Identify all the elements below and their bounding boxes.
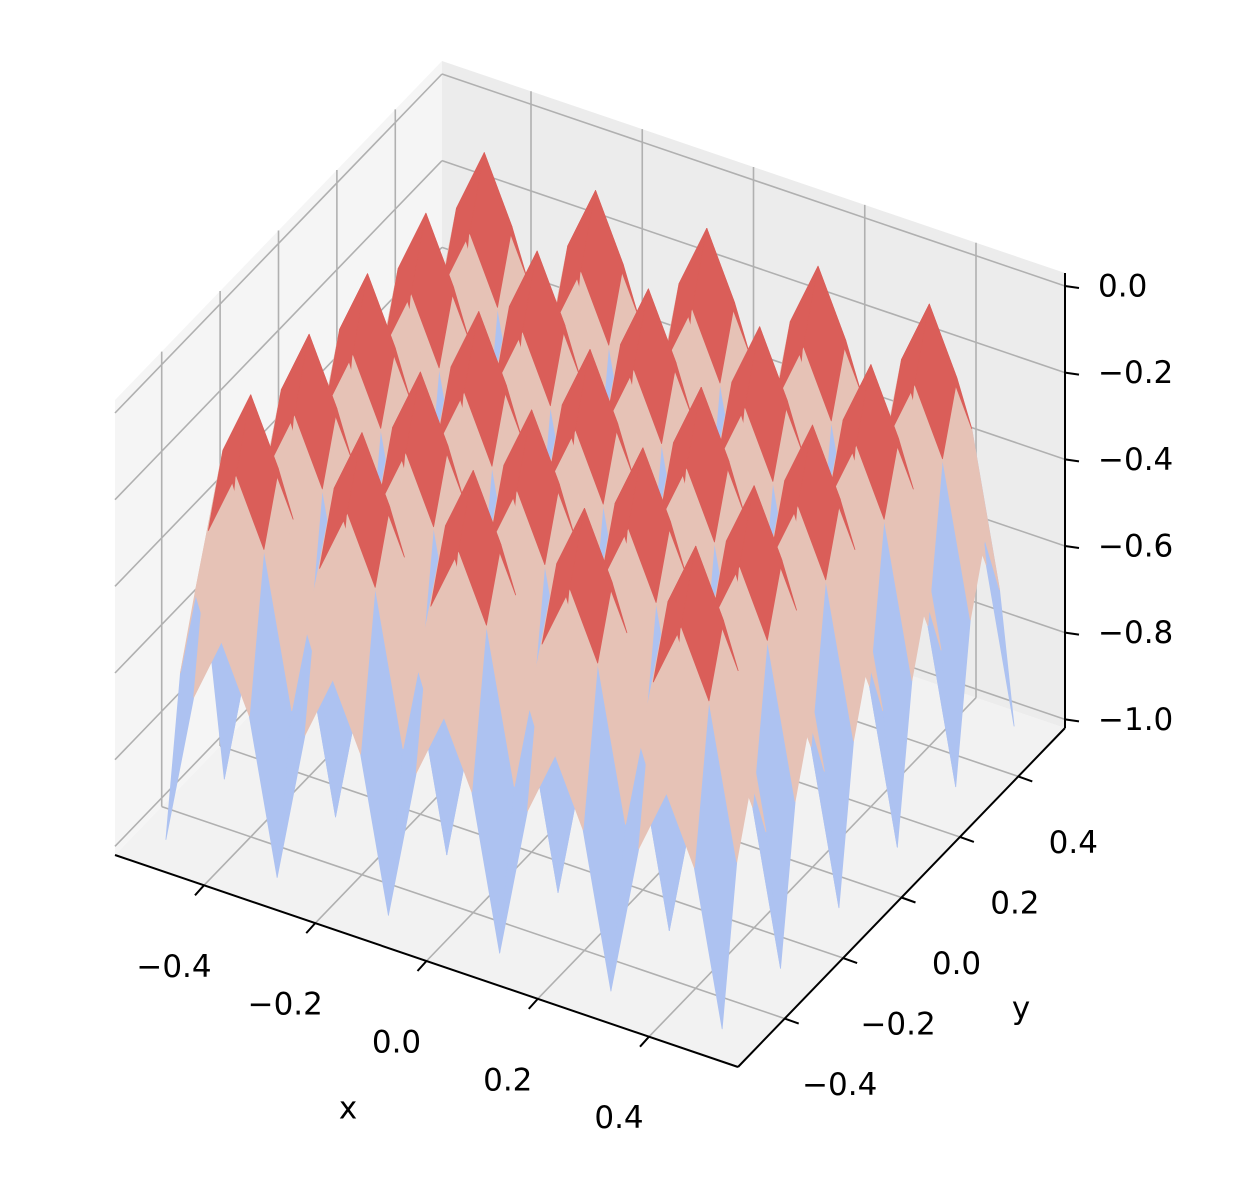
y-tick <box>842 957 858 964</box>
x-tick-label: −0.4 <box>136 949 211 985</box>
z-tick-label: −0.8 <box>1098 615 1173 651</box>
z-tick-label: −0.6 <box>1098 529 1173 565</box>
x-tick-label: 0.2 <box>483 1062 532 1098</box>
surface-face <box>633 288 677 444</box>
z-tick <box>1064 458 1080 463</box>
z-tick <box>1064 371 1080 376</box>
surface-face <box>458 470 502 626</box>
y-tick-label: −0.2 <box>860 1007 935 1043</box>
z-tick-label: −1.0 <box>1098 702 1173 738</box>
x-tick-label: 0.0 <box>372 1025 421 1061</box>
surface-face <box>405 371 449 528</box>
y-tick-label: 0.4 <box>1049 825 1098 861</box>
x-tick-label: 0.4 <box>594 1100 643 1136</box>
grid-line <box>114 73 443 414</box>
surface-face <box>346 432 391 588</box>
z-tick <box>1064 285 1080 289</box>
z-tick-label: 0.0 <box>1098 269 1147 305</box>
surface-face <box>914 303 958 460</box>
grid-line <box>161 805 785 1020</box>
y-tick-label: −0.4 <box>802 1067 877 1103</box>
z-tick <box>1064 631 1080 636</box>
surface-face <box>739 485 783 641</box>
x-tick <box>305 922 316 934</box>
surface-face <box>294 333 338 490</box>
grid-line <box>219 745 844 959</box>
x-tick-label: −0.2 <box>248 987 323 1023</box>
y-axis-line <box>737 727 1066 1068</box>
surface-face <box>463 311 507 467</box>
grid-line <box>441 159 1066 374</box>
surface-face <box>855 364 900 520</box>
surface-face <box>235 394 279 550</box>
x-tick <box>639 1036 650 1048</box>
surface <box>165 152 1015 1030</box>
surface-face <box>680 545 724 702</box>
surface-face <box>691 228 735 384</box>
x-tick <box>528 998 539 1010</box>
surface-face <box>569 508 613 664</box>
x-tick <box>416 960 428 972</box>
surface-face <box>352 273 396 429</box>
surface-face <box>469 152 513 308</box>
z-tick-label: −0.4 <box>1098 442 1173 478</box>
surface-face <box>410 212 455 369</box>
grid-line <box>114 160 443 501</box>
surface-face <box>686 386 730 543</box>
surface-face <box>627 447 672 603</box>
y-tick <box>901 896 916 904</box>
surface-face <box>516 409 560 566</box>
z-tick-label: −0.2 <box>1098 355 1173 391</box>
surface-face <box>744 326 788 482</box>
grid-line <box>441 73 1066 287</box>
z-tick <box>1064 718 1080 723</box>
surface-face <box>522 250 566 407</box>
surface-face <box>797 424 841 581</box>
surface-face <box>575 349 619 505</box>
axes: −0.4−0.20.00.20.4−0.4−0.20.00.20.4−1.0−0… <box>114 269 1173 1136</box>
z-tick <box>1064 545 1080 549</box>
x-axis-line <box>114 854 739 1068</box>
y-tick <box>1017 775 1033 783</box>
x-axis-label: x <box>339 1091 357 1127</box>
y-axis-label: y <box>1012 991 1030 1027</box>
y-tick <box>784 1017 800 1025</box>
surface-face <box>803 265 847 422</box>
surface-face <box>580 190 624 346</box>
y-tick-label: 0.0 <box>932 946 981 982</box>
x-tick <box>194 884 205 896</box>
y-tick <box>959 836 975 843</box>
y-tick-label: 0.2 <box>990 885 1039 921</box>
